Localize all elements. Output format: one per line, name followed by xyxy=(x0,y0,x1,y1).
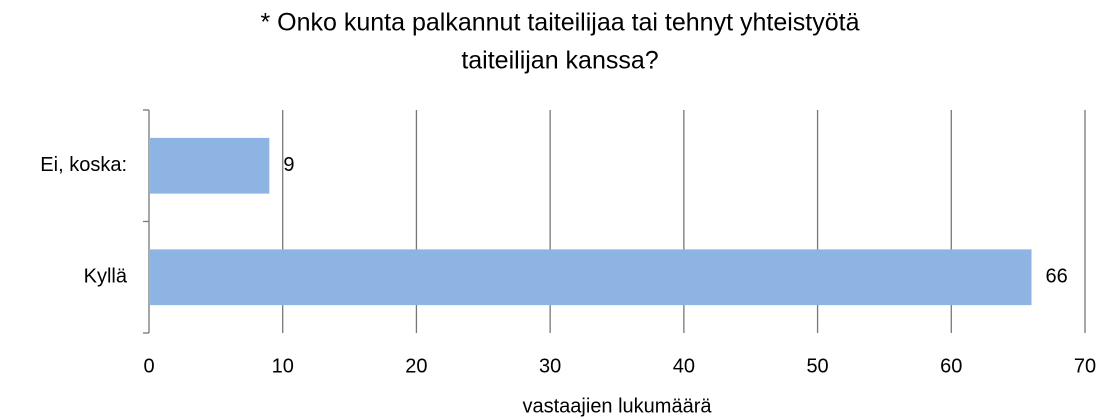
x-tick-label: 50 xyxy=(806,355,828,377)
bar xyxy=(149,137,270,194)
x-tick-label: 30 xyxy=(539,355,561,377)
x-tick-label: 20 xyxy=(405,355,427,377)
y-tick-label: Ei, koska: xyxy=(40,154,127,176)
chart-title: taiteilijan kanssa? xyxy=(461,47,658,75)
x-tick-label: 70 xyxy=(1074,355,1096,377)
x-axis-label: vastaajien lukumäärä xyxy=(523,395,713,417)
chart-title: * Onko kunta palkannut taiteilijaa tai t… xyxy=(261,9,860,37)
y-tick-label: Kyllä xyxy=(84,266,128,288)
x-tick-label: 10 xyxy=(272,355,294,377)
value-label: 66 xyxy=(1046,266,1068,288)
x-tick-label: 0 xyxy=(143,355,154,377)
bar xyxy=(149,249,1032,306)
value-label: 9 xyxy=(283,154,294,176)
x-tick-label: 60 xyxy=(940,355,962,377)
x-tick-label: 40 xyxy=(673,355,695,377)
